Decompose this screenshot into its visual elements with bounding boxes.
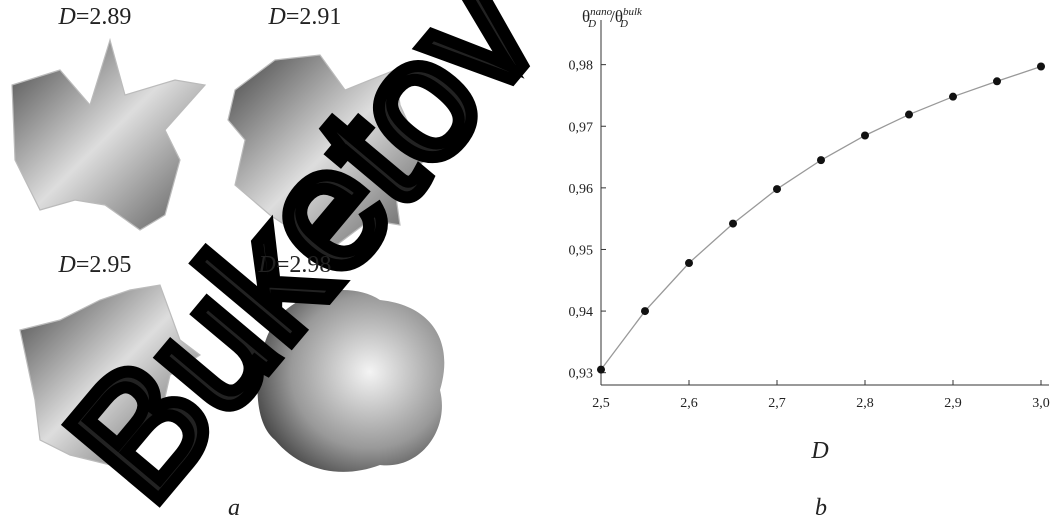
data-point (861, 131, 869, 139)
data-point (817, 156, 825, 164)
label-var: D (58, 252, 76, 278)
y-tick-label: 0,96 (569, 182, 594, 197)
x-tick-label: 2,7 (768, 396, 786, 411)
panel-letter: b (815, 495, 827, 521)
y-label-part: bulk (623, 6, 643, 18)
x-tick-label: 2,6 (680, 396, 698, 411)
x-tick-label: 2,8 (856, 396, 874, 411)
label-value: =2.95 (76, 252, 132, 278)
x-tick-label: 2,5 (592, 396, 610, 411)
image-label: D=2.95 (58, 252, 132, 278)
data-point (993, 77, 1001, 85)
label-value: =2.91 (286, 4, 342, 30)
y-label-part: D (619, 18, 628, 30)
y-tick-label: 0,97 (569, 120, 594, 135)
data-point (773, 185, 781, 193)
data-point (641, 307, 649, 315)
label-value: =2.89 (76, 4, 132, 30)
data-point (685, 259, 693, 267)
data-point (1037, 62, 1045, 70)
data-point (949, 93, 957, 101)
label-var: D (268, 4, 286, 30)
fit-line (601, 66, 1041, 369)
label-var: D (258, 252, 276, 278)
x-tick-label: 3,0 (1032, 396, 1050, 411)
y-tick-label: 0,94 (569, 305, 594, 320)
label-var: D (58, 4, 76, 30)
data-point (905, 111, 913, 119)
image-label: D=2.89 (58, 4, 132, 30)
y-label-part: D (587, 18, 596, 30)
data-point (729, 220, 737, 228)
y-tick-label: 0,98 (569, 59, 594, 74)
y-tick-label: 0,93 (569, 367, 594, 382)
label-value: =2.98 (276, 252, 332, 278)
x-tick-label: 2,9 (944, 396, 962, 411)
image-label: D=2.98 (258, 252, 332, 278)
figure: Buketov Uni D=2.89D=2.91D=2.95D=2.98a0,9… (0, 0, 1057, 525)
y-tick-label: 0,95 (569, 243, 594, 258)
x-axis-label: D (810, 438, 828, 464)
data-point (597, 366, 605, 374)
image-label: D=2.91 (268, 4, 342, 30)
panel-letter: a (228, 495, 240, 521)
